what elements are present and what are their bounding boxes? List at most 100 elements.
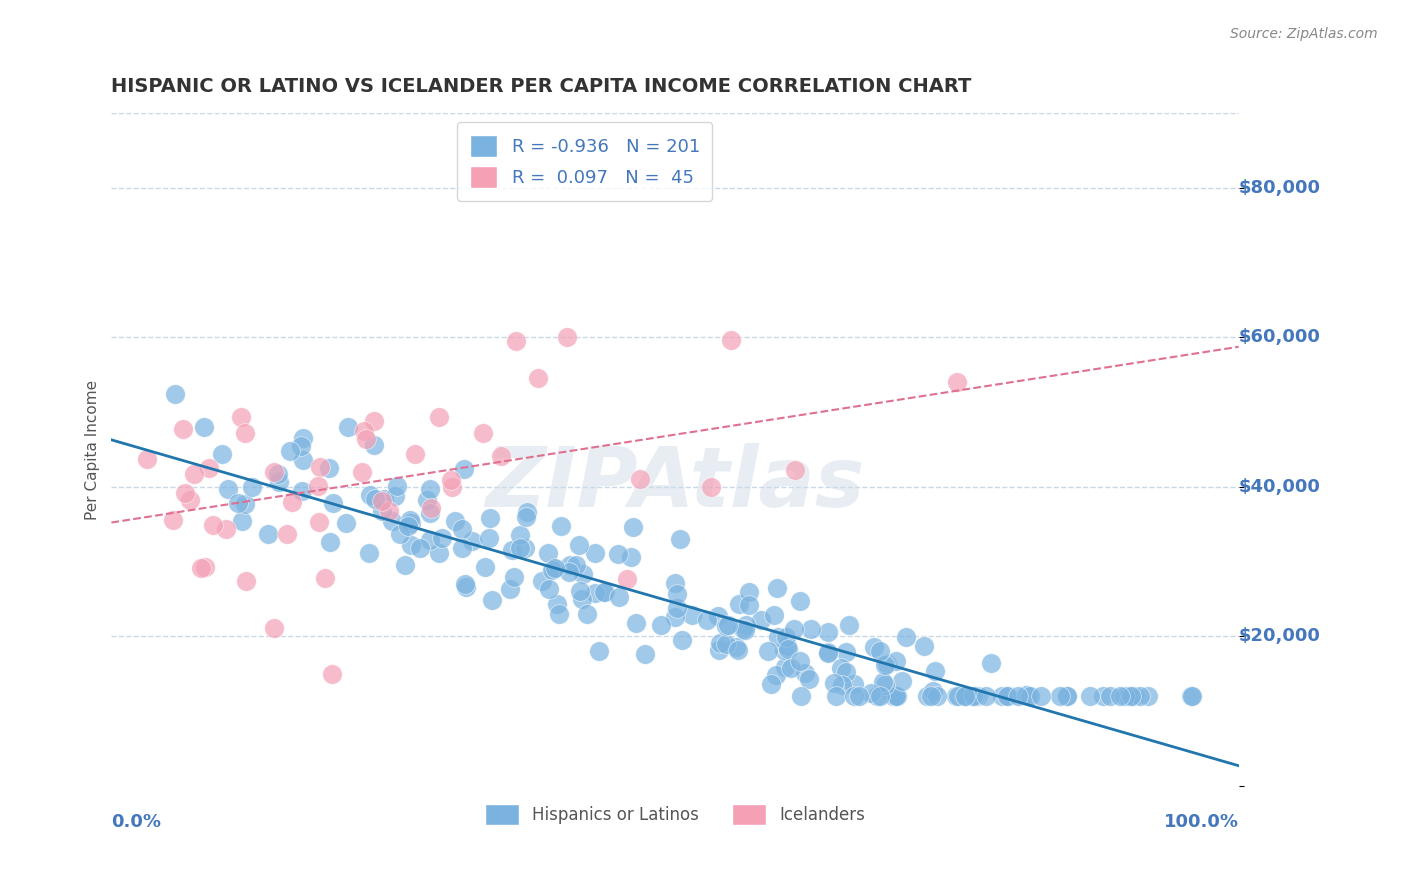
Point bbox=[621, 519, 644, 533]
Point bbox=[1128, 689, 1150, 703]
Point bbox=[427, 410, 450, 425]
Point bbox=[363, 438, 385, 452]
Point bbox=[924, 664, 946, 678]
Point bbox=[337, 420, 360, 434]
Point bbox=[962, 689, 984, 703]
Point bbox=[163, 387, 186, 401]
Point bbox=[515, 541, 537, 555]
Point bbox=[308, 516, 330, 530]
Point bbox=[211, 447, 233, 461]
Point bbox=[440, 474, 463, 488]
Point bbox=[399, 538, 422, 552]
Point bbox=[838, 618, 860, 632]
Text: Source: ZipAtlas.com: Source: ZipAtlas.com bbox=[1230, 27, 1378, 41]
Point bbox=[515, 510, 537, 524]
Point bbox=[359, 488, 381, 502]
Point bbox=[363, 414, 385, 428]
Point bbox=[763, 607, 786, 622]
Point bbox=[671, 632, 693, 647]
Point bbox=[257, 527, 280, 541]
Text: ZIPAtlas: ZIPAtlas bbox=[485, 442, 865, 524]
Point bbox=[869, 689, 891, 703]
Point bbox=[419, 501, 441, 516]
Point bbox=[953, 689, 976, 703]
Point bbox=[231, 514, 253, 528]
Point bbox=[634, 647, 657, 661]
Point bbox=[194, 559, 217, 574]
Point bbox=[583, 586, 606, 600]
Point bbox=[564, 558, 586, 573]
Point bbox=[946, 376, 969, 390]
Point bbox=[276, 527, 298, 541]
Point bbox=[557, 330, 579, 344]
Point bbox=[716, 637, 738, 651]
Point bbox=[800, 623, 823, 637]
Point bbox=[576, 607, 599, 621]
Point bbox=[568, 583, 591, 598]
Point bbox=[848, 689, 870, 703]
Point bbox=[430, 531, 453, 545]
Text: HISPANIC OR LATINO VS ICELANDER PER CAPITA INCOME CORRELATION CHART: HISPANIC OR LATINO VS ICELANDER PER CAPI… bbox=[111, 78, 972, 96]
Point bbox=[319, 534, 342, 549]
Point bbox=[290, 484, 312, 499]
Point bbox=[922, 684, 945, 698]
Point bbox=[664, 610, 686, 624]
Point bbox=[399, 513, 422, 527]
Point bbox=[946, 689, 969, 703]
Point bbox=[404, 447, 426, 461]
Point bbox=[135, 451, 157, 466]
Point bbox=[478, 531, 501, 545]
Point bbox=[607, 547, 630, 561]
Point bbox=[700, 480, 723, 494]
Point bbox=[233, 497, 256, 511]
Point bbox=[1119, 689, 1142, 703]
Point bbox=[478, 510, 501, 524]
Point bbox=[179, 493, 201, 508]
Point bbox=[1056, 689, 1078, 703]
Point bbox=[461, 534, 484, 549]
Text: 0.0%: 0.0% bbox=[111, 813, 162, 830]
Point bbox=[387, 479, 409, 493]
Point bbox=[1056, 689, 1078, 703]
Point bbox=[955, 689, 977, 703]
Point bbox=[451, 522, 474, 536]
Point bbox=[773, 659, 796, 673]
Point bbox=[309, 460, 332, 475]
Point bbox=[263, 465, 285, 479]
Point bbox=[162, 513, 184, 527]
Point bbox=[471, 425, 494, 440]
Point bbox=[921, 689, 943, 703]
Point bbox=[860, 686, 883, 700]
Point bbox=[537, 582, 560, 596]
Point bbox=[966, 689, 988, 703]
Point bbox=[197, 460, 219, 475]
Point bbox=[546, 597, 568, 611]
Point bbox=[558, 565, 581, 579]
Point bbox=[734, 623, 756, 637]
Point bbox=[831, 678, 853, 692]
Point bbox=[709, 636, 731, 650]
Point bbox=[363, 492, 385, 507]
Point bbox=[381, 514, 404, 528]
Point bbox=[481, 593, 503, 607]
Point bbox=[1007, 689, 1029, 703]
Point bbox=[882, 689, 904, 703]
Point bbox=[537, 546, 560, 560]
Point bbox=[415, 493, 437, 508]
Legend: Hispanics or Latinos, Icelanders: Hispanics or Latinos, Icelanders bbox=[478, 797, 872, 831]
Point bbox=[229, 409, 252, 424]
Point bbox=[321, 666, 343, 681]
Point bbox=[1049, 689, 1071, 703]
Point bbox=[714, 619, 737, 633]
Point bbox=[884, 689, 907, 703]
Point bbox=[544, 560, 567, 574]
Point bbox=[371, 504, 394, 518]
Point bbox=[541, 561, 564, 575]
Point bbox=[738, 585, 761, 599]
Point bbox=[789, 689, 811, 703]
Point bbox=[527, 371, 550, 385]
Point bbox=[1098, 689, 1121, 703]
Point bbox=[789, 654, 811, 668]
Point bbox=[664, 575, 686, 590]
Point bbox=[530, 574, 553, 588]
